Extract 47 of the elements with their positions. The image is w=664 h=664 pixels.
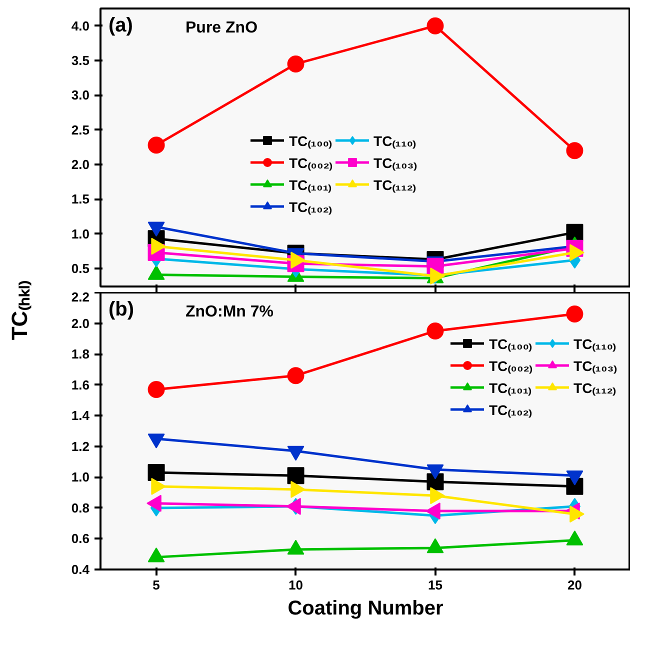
legend-label: TC₍₁₀₁₎ — [489, 378, 532, 396]
y-tick-label: 1.2 — [71, 438, 90, 454]
annotation: ZnO:Mn 7% — [186, 304, 274, 320]
legend-label: TC₍₁₀₃₎ — [574, 356, 617, 374]
x-tick-label: 20 — [567, 578, 582, 592]
legend-label: TC₍₀₀₂₎ — [489, 356, 533, 374]
point — [566, 142, 584, 160]
legend-label: TC₍₁₀₁₎ — [289, 176, 332, 194]
point — [566, 224, 584, 241]
y-tick-label: 0.6 — [71, 531, 90, 546]
legend-label: TC₍₁₁₂₎ — [374, 176, 416, 194]
y-tick-label: 1.5 — [71, 192, 90, 207]
legend-label: TC₍₀₀₂₎ — [289, 154, 333, 172]
y-tick-label: 1.0 — [71, 226, 90, 242]
y-tick-label: 0.8 — [71, 500, 90, 516]
point — [287, 55, 304, 72]
legend-label: TC₍₁₁₂₎ — [574, 378, 616, 396]
legend-label: TC₍₁₀₀₎ — [289, 132, 332, 150]
y-tick-label: 1.4 — [71, 408, 90, 424]
y-tick-label: 0.5 — [71, 260, 90, 276]
point — [148, 136, 165, 154]
y-tick-label: 0.4 — [71, 562, 90, 577]
legend-label: TC₍₁₁₀₎ — [374, 132, 416, 150]
legend-label: TC₍₁₀₂₎ — [489, 400, 532, 418]
legend-label: TC₍₁₁₀₎ — [574, 334, 616, 352]
y-tick-label: 3.0 — [71, 88, 90, 103]
y-tick-label: 3.5 — [71, 52, 90, 68]
annotation: Pure ZnO — [186, 20, 258, 36]
legend-label: TC₍₁₀₃₎ — [374, 154, 417, 172]
y-tick-label: 2.2 — [71, 290, 90, 304]
y-tick-label: 1.6 — [71, 377, 90, 392]
y-tick-label: 2.0 — [71, 316, 90, 331]
annotation: (a) — [108, 14, 133, 36]
y-tick-label: 2.0 — [71, 156, 90, 172]
legend-label: TC₍₁₀₀₎ — [489, 334, 532, 352]
legend-label: TC₍₁₀₂₎ — [289, 198, 332, 216]
x-axis-title: Coating Number — [288, 598, 444, 620]
y-axis-title: TC₍ₕₖₗ₎ — [6, 280, 34, 340]
annotation: (b) — [108, 298, 134, 320]
y-tick-label: 2.5 — [71, 122, 90, 138]
y-tick-label: 1.0 — [71, 470, 90, 485]
x-tick-label: 5 — [152, 578, 160, 592]
x-tick-label: 15 — [428, 578, 442, 592]
y-tick-label: 4.0 — [71, 18, 90, 34]
y-tick-label: 1.8 — [71, 346, 90, 362]
x-tick-label: 10 — [288, 578, 303, 592]
point — [426, 17, 444, 34]
